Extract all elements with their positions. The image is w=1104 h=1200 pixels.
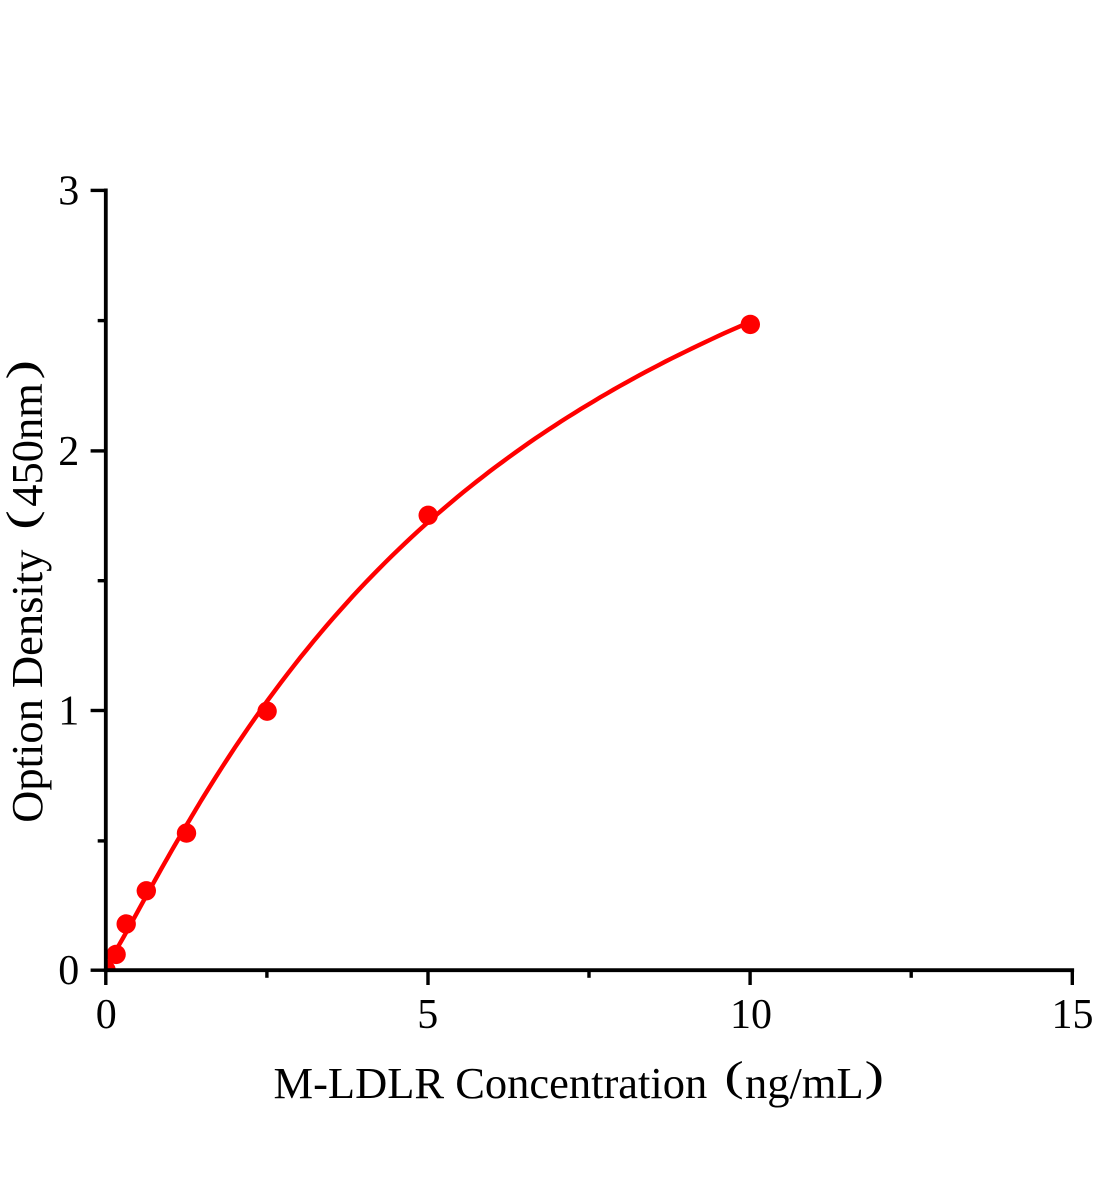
svg-text:1: 1 <box>58 688 79 734</box>
svg-text:450nm: 450nm <box>2 383 52 507</box>
svg-text:3: 3 <box>58 168 79 214</box>
svg-text:0: 0 <box>58 948 79 994</box>
svg-text:15: 15 <box>1052 992 1094 1038</box>
svg-text:(: ( <box>0 510 46 529</box>
svg-text:): ) <box>865 1055 884 1101</box>
svg-text:2: 2 <box>58 429 79 475</box>
svg-text:Option Density: Option Density <box>2 549 52 823</box>
svg-text:0: 0 <box>96 992 117 1038</box>
svg-text:(: ( <box>724 1055 743 1101</box>
svg-text:M-LDLR Concentration: M-LDLR Concentration <box>274 1058 708 1108</box>
svg-text:5: 5 <box>417 992 438 1038</box>
svg-text:10: 10 <box>730 992 772 1038</box>
svg-text:): ) <box>0 360 46 379</box>
svg-text:ng/mL: ng/mL <box>745 1058 864 1108</box>
